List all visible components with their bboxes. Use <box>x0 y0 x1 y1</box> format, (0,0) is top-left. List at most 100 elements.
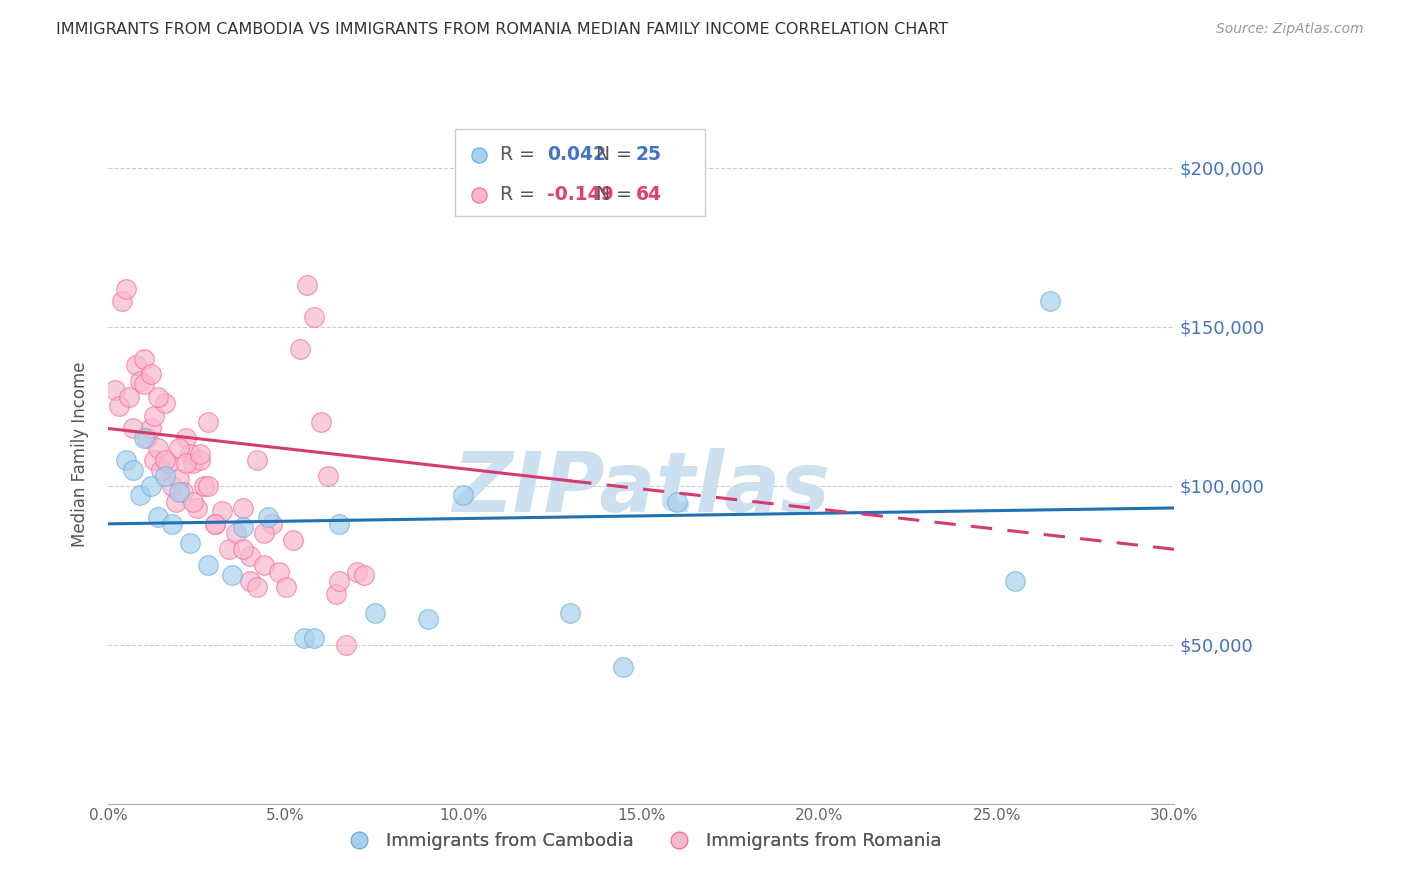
Point <box>363 606 385 620</box>
Point <box>560 606 582 620</box>
Point <box>153 453 176 467</box>
Point <box>218 542 240 557</box>
Text: -0.149: -0.149 <box>547 186 614 204</box>
Point <box>153 396 176 410</box>
Text: R =: R = <box>501 145 541 164</box>
Point <box>129 488 152 502</box>
Point <box>328 516 350 531</box>
Point <box>139 421 162 435</box>
Point <box>167 441 190 455</box>
Text: Source: ZipAtlas.com: Source: ZipAtlas.com <box>1216 22 1364 37</box>
Point <box>239 574 262 588</box>
Point <box>153 469 176 483</box>
Point <box>125 358 148 372</box>
Point <box>157 457 180 471</box>
Point <box>186 500 208 515</box>
Point <box>146 390 169 404</box>
Point <box>114 453 136 467</box>
Point <box>246 453 269 467</box>
Point <box>179 447 201 461</box>
Point <box>118 390 141 404</box>
Point <box>288 342 311 356</box>
Point <box>302 632 325 646</box>
Point <box>160 516 183 531</box>
Point <box>335 638 357 652</box>
Text: 64: 64 <box>636 186 662 204</box>
Point <box>167 472 190 486</box>
Point <box>190 447 212 461</box>
Text: ZIPatlas: ZIPatlas <box>453 449 830 529</box>
Point <box>665 494 688 508</box>
Point <box>174 457 197 471</box>
Point <box>232 542 254 557</box>
Point <box>239 549 262 563</box>
Point <box>328 574 350 588</box>
Point <box>253 558 276 573</box>
Point <box>267 565 290 579</box>
FancyBboxPatch shape <box>454 128 706 216</box>
Point <box>122 421 145 435</box>
Point <box>260 516 283 531</box>
Point <box>132 431 155 445</box>
Point <box>246 581 269 595</box>
Point <box>1004 574 1026 588</box>
Point <box>132 351 155 366</box>
Point <box>416 612 439 626</box>
Point <box>146 441 169 455</box>
Text: 0.042: 0.042 <box>547 145 606 164</box>
Point <box>1039 294 1062 309</box>
Y-axis label: Median Family Income: Median Family Income <box>72 361 89 547</box>
Point <box>253 526 276 541</box>
Point <box>197 415 219 429</box>
Point <box>325 587 347 601</box>
Point <box>174 431 197 445</box>
Point <box>104 384 127 398</box>
Point <box>274 581 297 595</box>
Point <box>172 485 194 500</box>
Point <box>193 479 215 493</box>
Point <box>257 510 280 524</box>
Point <box>204 516 226 531</box>
Point <box>612 660 634 674</box>
Text: 25: 25 <box>636 145 662 164</box>
Text: N =: N = <box>596 186 638 204</box>
Text: N =: N = <box>596 145 638 164</box>
Point <box>221 567 243 582</box>
Point <box>107 399 129 413</box>
Point <box>165 494 187 508</box>
Point <box>281 533 304 547</box>
Point <box>132 376 155 391</box>
Legend: Immigrants from Cambodia, Immigrants from Romania: Immigrants from Cambodia, Immigrants fro… <box>333 825 949 857</box>
Text: R =: R = <box>501 186 541 204</box>
Point <box>139 368 162 382</box>
Point <box>318 469 340 483</box>
Point <box>225 526 247 541</box>
Text: IMMIGRANTS FROM CAMBODIA VS IMMIGRANTS FROM ROMANIA MEDIAN FAMILY INCOME CORRELA: IMMIGRANTS FROM CAMBODIA VS IMMIGRANTS F… <box>56 22 949 37</box>
Point <box>143 409 166 423</box>
Point <box>122 463 145 477</box>
Point <box>197 479 219 493</box>
Point <box>232 500 254 515</box>
Point <box>353 567 375 582</box>
Point <box>139 479 162 493</box>
Point <box>453 488 475 502</box>
Point <box>302 310 325 325</box>
Point <box>136 431 159 445</box>
Point <box>129 374 152 388</box>
Point <box>311 415 333 429</box>
Point <box>111 294 134 309</box>
Point <box>150 463 173 477</box>
Point <box>232 520 254 534</box>
Point <box>167 485 190 500</box>
Point <box>143 453 166 467</box>
Point <box>190 453 212 467</box>
Point <box>295 278 318 293</box>
Point <box>146 510 169 524</box>
Point <box>114 282 136 296</box>
Point <box>211 504 233 518</box>
Point <box>179 536 201 550</box>
Point <box>292 632 315 646</box>
Point <box>197 558 219 573</box>
Point <box>181 457 204 471</box>
Point <box>160 479 183 493</box>
